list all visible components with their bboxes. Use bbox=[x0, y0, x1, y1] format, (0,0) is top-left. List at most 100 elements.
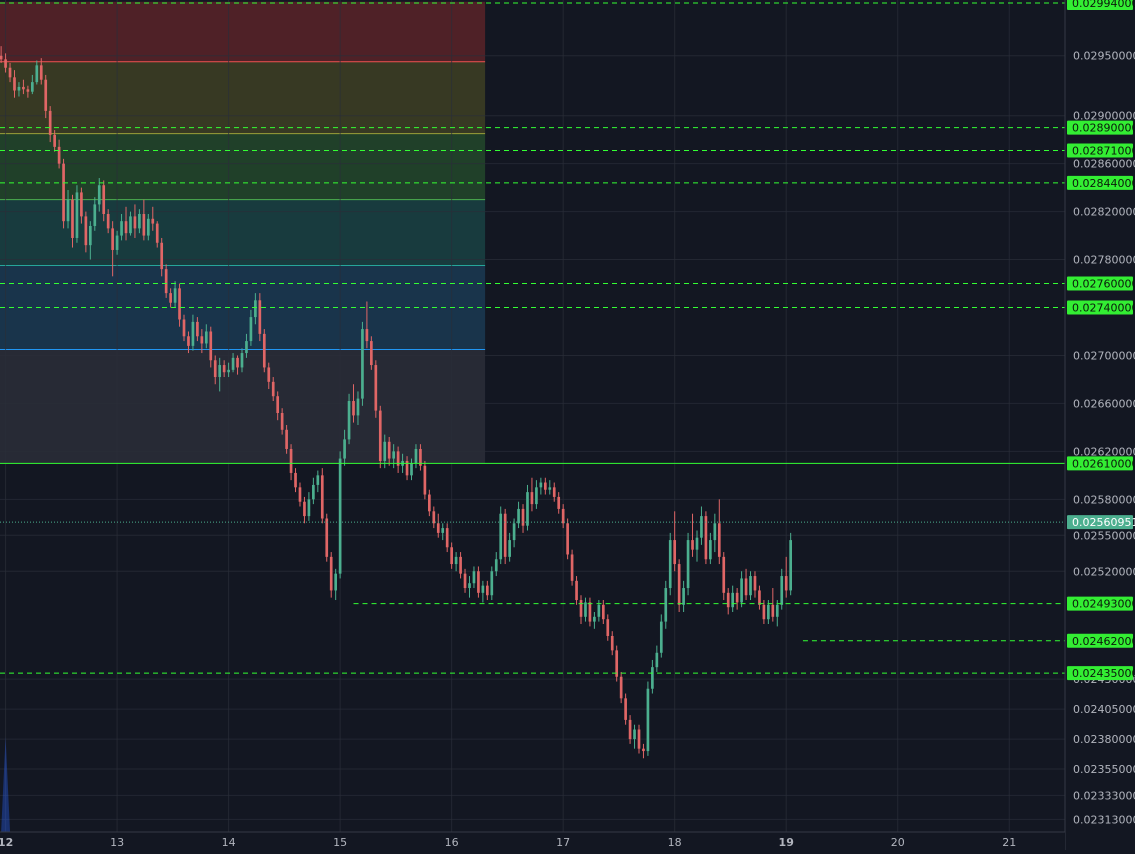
candle-body bbox=[35, 65, 39, 83]
candle-body bbox=[280, 413, 284, 430]
candle-body bbox=[240, 353, 244, 368]
candle bbox=[713, 513, 717, 553]
candle bbox=[535, 480, 538, 509]
candle-body bbox=[664, 588, 668, 622]
candle-body bbox=[445, 528, 449, 548]
candle bbox=[526, 484, 529, 531]
price-tick-label: 0.02380000 bbox=[1073, 733, 1135, 746]
candle-body bbox=[463, 573, 467, 589]
candle bbox=[468, 576, 471, 598]
candle-body bbox=[450, 547, 453, 565]
candle-body bbox=[142, 213, 146, 236]
candle bbox=[780, 568, 784, 610]
candle-body bbox=[84, 216, 88, 246]
time-tick-label: 17 bbox=[556, 836, 570, 849]
candle bbox=[111, 221, 114, 277]
candle-body bbox=[191, 321, 195, 346]
candle-body bbox=[619, 676, 623, 699]
candle bbox=[294, 468, 297, 493]
candle bbox=[775, 600, 779, 627]
candle bbox=[423, 460, 427, 500]
candle bbox=[343, 429, 346, 466]
candle-body bbox=[22, 86, 25, 90]
candle bbox=[494, 552, 498, 577]
candle bbox=[236, 355, 239, 375]
candle-body bbox=[775, 604, 779, 617]
candle-body bbox=[334, 573, 338, 591]
level-label-text: 0.02871000 bbox=[1072, 144, 1135, 157]
candle-body bbox=[378, 410, 382, 461]
candle-body bbox=[329, 556, 333, 591]
candle bbox=[512, 518, 516, 548]
candle bbox=[249, 309, 253, 346]
candle bbox=[289, 444, 293, 481]
candle bbox=[566, 518, 569, 560]
candle bbox=[539, 477, 543, 495]
candle bbox=[316, 470, 320, 493]
candle bbox=[637, 724, 641, 754]
candle-body bbox=[575, 580, 578, 601]
candle-body bbox=[512, 523, 516, 541]
level-label-9: 0.02435000 bbox=[1067, 666, 1135, 681]
candle bbox=[280, 408, 284, 435]
candle bbox=[97, 178, 101, 212]
candle bbox=[334, 568, 338, 601]
candle bbox=[57, 139, 61, 169]
candle-body bbox=[709, 540, 712, 560]
candle-body bbox=[249, 317, 253, 342]
candle bbox=[664, 580, 668, 629]
candle-body bbox=[494, 559, 498, 572]
candle-body bbox=[387, 441, 391, 459]
candle bbox=[387, 436, 391, 466]
candle bbox=[374, 360, 378, 418]
candle-body bbox=[731, 592, 735, 608]
candle-body bbox=[566, 523, 569, 555]
candle bbox=[709, 532, 712, 565]
candle bbox=[521, 504, 525, 533]
candle-body bbox=[651, 667, 654, 689]
candle-body bbox=[133, 216, 137, 229]
candle bbox=[543, 477, 547, 495]
candle bbox=[75, 185, 79, 243]
candle bbox=[659, 614, 663, 658]
candle bbox=[695, 530, 699, 562]
candle bbox=[682, 580, 685, 613]
candle-body bbox=[561, 508, 565, 524]
candle-body bbox=[227, 369, 230, 373]
candle bbox=[303, 496, 306, 524]
time-tick-label: 18 bbox=[668, 836, 682, 849]
level-label-text: 0.02462000 bbox=[1072, 635, 1135, 648]
candle-body bbox=[481, 585, 485, 593]
candle bbox=[276, 391, 280, 421]
level-label-3: 0.02844000 bbox=[1067, 175, 1135, 190]
candle-body bbox=[454, 556, 458, 565]
current-price-label-text: 0.02560951 bbox=[1072, 516, 1135, 529]
candle bbox=[410, 458, 413, 481]
candle-body bbox=[539, 482, 543, 488]
candle bbox=[588, 597, 592, 627]
candle bbox=[365, 301, 369, 349]
candle bbox=[347, 393, 351, 445]
candle-body bbox=[338, 458, 342, 574]
candle-body bbox=[222, 365, 226, 373]
candle-body bbox=[414, 448, 418, 464]
candle bbox=[428, 489, 431, 517]
candle-body bbox=[610, 635, 614, 651]
level-label-bg bbox=[1067, 143, 1133, 158]
candle bbox=[570, 549, 574, 586]
candle bbox=[731, 585, 735, 613]
candle-body bbox=[485, 585, 489, 596]
candle-body bbox=[521, 508, 525, 526]
candle-body bbox=[267, 367, 271, 382]
candle-body bbox=[601, 604, 605, 620]
candle bbox=[182, 314, 186, 342]
candle bbox=[517, 501, 520, 529]
candle-body bbox=[120, 221, 123, 236]
level-label-8: 0.02462000 bbox=[1067, 633, 1135, 648]
candle-body bbox=[164, 269, 168, 294]
candle-body bbox=[102, 185, 106, 214]
candle bbox=[601, 600, 605, 624]
price-tick-label: 0.02550000 bbox=[1073, 529, 1135, 542]
